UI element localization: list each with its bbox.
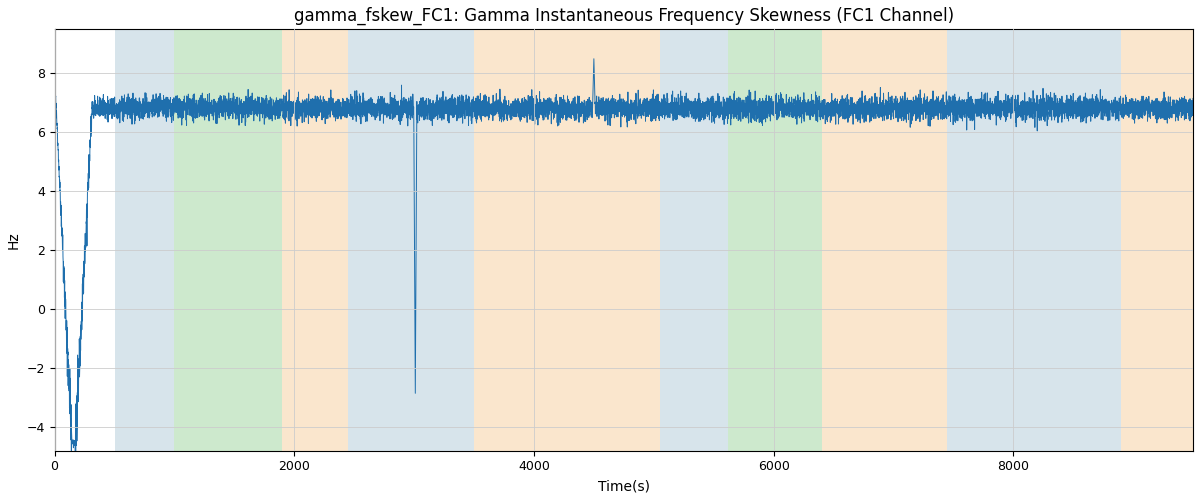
Y-axis label: Hz: Hz xyxy=(7,231,20,249)
Bar xyxy=(1121,30,1193,451)
Bar xyxy=(174,30,282,451)
Bar xyxy=(822,30,947,451)
Bar xyxy=(348,30,474,451)
Bar xyxy=(660,30,728,451)
Bar xyxy=(114,30,174,451)
Bar xyxy=(282,30,348,451)
Bar xyxy=(983,30,1121,451)
X-axis label: Time(s): Time(s) xyxy=(598,479,650,493)
Bar xyxy=(947,30,983,451)
Bar xyxy=(728,30,822,451)
Bar xyxy=(474,30,660,451)
Title: gamma_fskew_FC1: Gamma Instantaneous Frequency Skewness (FC1 Channel): gamma_fskew_FC1: Gamma Instantaneous Fre… xyxy=(294,7,954,25)
